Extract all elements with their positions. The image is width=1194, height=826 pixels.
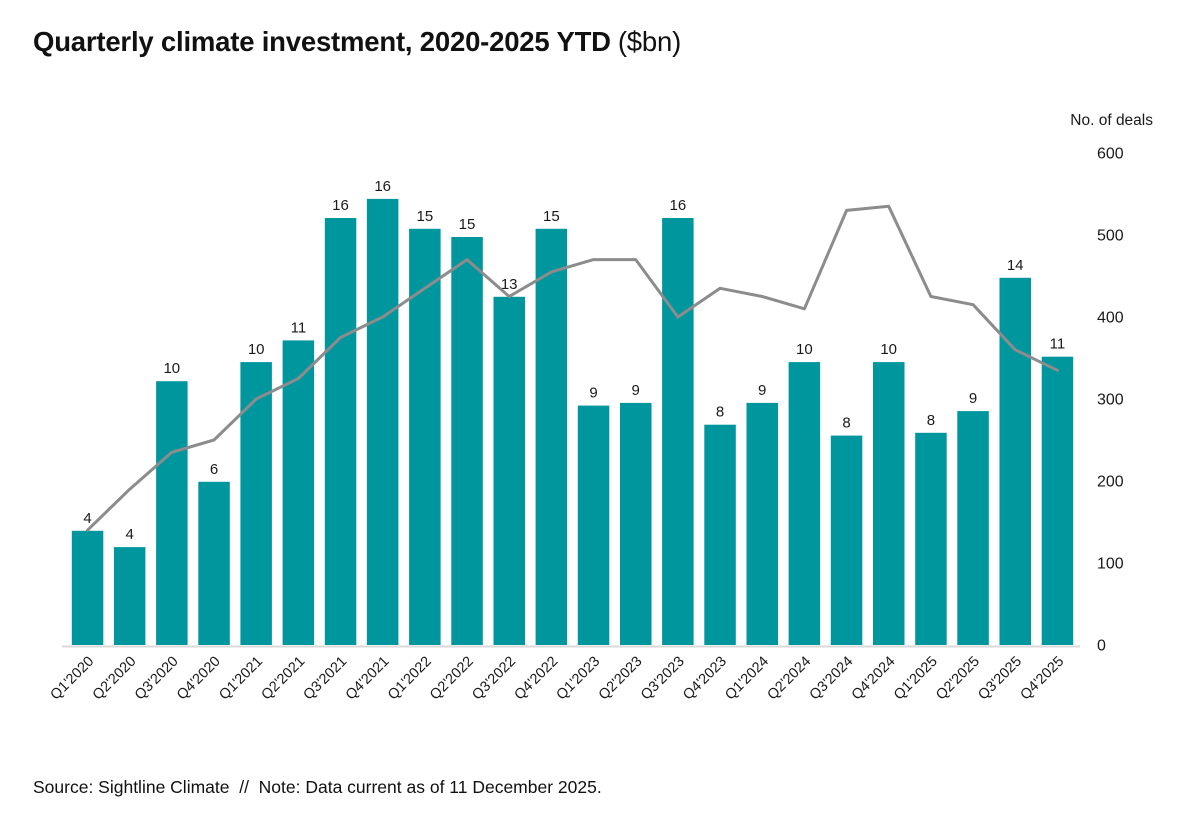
bar-value-label: 16 (670, 197, 687, 214)
x-axis-label: Q3'2022 (469, 654, 519, 704)
bar-value-label: 8 (927, 412, 935, 429)
bar-value-label: 14 (1007, 257, 1024, 274)
bar (704, 424, 736, 645)
bar-value-label: 16 (374, 178, 391, 195)
bar (873, 362, 905, 645)
bar (999, 277, 1031, 645)
bar-value-label: 15 (459, 216, 476, 233)
bar-value-label: 11 (1050, 336, 1066, 353)
x-axis-label: Q2'2025 (933, 654, 983, 704)
x-axis-label: Q4'2024 (849, 654, 899, 704)
bar (451, 237, 483, 645)
bar (282, 340, 315, 645)
right-axis-tick-label: 400 (1097, 310, 1124, 327)
bar (113, 547, 146, 645)
right-axis-title: No. of deals (1070, 112, 1153, 129)
right-axis-tick-label: 0 (1097, 638, 1106, 655)
source-note: Source: Sightline Climate // Note: Data … (33, 777, 602, 797)
x-axis-label: Q1'2023 (554, 654, 604, 704)
bar-value-label: 9 (589, 385, 597, 402)
chart-title-text: Quarterly climate investment, 2020-2025 … (33, 26, 611, 57)
x-axis-label: Q2'2022 (427, 654, 477, 704)
bar-value-label: 8 (716, 404, 724, 421)
x-axis-label: Q4'2023 (680, 654, 730, 704)
x-axis-label: Q4'2022 (511, 654, 561, 704)
bar-value-label: 9 (632, 382, 640, 399)
bar-value-label: 16 (332, 197, 349, 214)
bar-value-label: 11 (291, 319, 307, 336)
bar (957, 411, 989, 645)
bar (662, 218, 694, 645)
chart-title: Quarterly climate investment, 2020-2025 … (33, 26, 681, 58)
bar (577, 405, 610, 645)
bar-value-label: 9 (758, 382, 766, 399)
bar-value-label: 10 (796, 341, 813, 358)
bar (746, 402, 778, 645)
bar (620, 402, 652, 645)
bar-value-label: 4 (126, 526, 134, 543)
x-axis-label: Q1'2021 (216, 654, 266, 704)
x-axis-label: Q3'2024 (807, 654, 857, 704)
bar-value-label: 13 (501, 276, 518, 293)
chart-title-unit: ($bn) (617, 26, 682, 57)
bar-value-label: 9 (969, 390, 977, 407)
right-axis-tick-label: 200 (1097, 474, 1124, 491)
bar (198, 481, 230, 645)
bar (324, 218, 357, 645)
x-axis-label: Q4'2025 (1017, 654, 1067, 704)
x-axis-label: Q4'2021 (343, 654, 393, 704)
x-axis-label: Q2'2021 (258, 654, 308, 704)
x-axis-label: Q3'2025 (975, 654, 1025, 704)
bar (71, 530, 104, 645)
bar-value-label: 4 (83, 510, 91, 527)
bar-value-label: 15 (417, 208, 434, 225)
bar (788, 362, 821, 645)
bar (366, 198, 399, 645)
x-axis-label: Q2'2020 (90, 654, 140, 704)
bar (156, 381, 188, 645)
bar (915, 432, 947, 645)
bar (1041, 356, 1074, 645)
x-axis-label: Q1'2022 (385, 654, 435, 704)
x-axis-label: Q1'2025 (891, 654, 941, 704)
bar (409, 228, 441, 646)
bar-value-label: 8 (842, 415, 850, 432)
bar-value-label: 15 (543, 208, 560, 225)
x-axis-label: Q4'2020 (174, 654, 224, 704)
x-axis-label: Q3'2020 (132, 654, 182, 704)
x-axis-label: Q1'2024 (722, 654, 772, 704)
bar-value-label: 10 (163, 360, 180, 377)
x-axis-label: Q2'2024 (764, 654, 814, 704)
bar (493, 296, 525, 645)
right-axis-tick-label: 300 (1097, 392, 1124, 409)
right-axis-tick-label: 500 (1097, 228, 1124, 245)
bar-value-label: 6 (210, 461, 218, 478)
x-axis-label: Q1'2020 (48, 654, 98, 704)
right-axis-tick-label: 600 (1097, 146, 1124, 163)
bar (240, 362, 272, 645)
right-axis-tick-label: 100 (1097, 556, 1124, 573)
bar (535, 228, 568, 646)
x-axis-label: Q3'2021 (301, 654, 351, 704)
deals-line (86, 204, 1059, 532)
bar-value-label: 10 (248, 341, 265, 358)
x-axis-label: Q2'2023 (596, 654, 646, 704)
x-axis-label: Q3'2023 (638, 654, 688, 704)
bar-value-label: 10 (880, 341, 897, 358)
bar (830, 435, 863, 645)
